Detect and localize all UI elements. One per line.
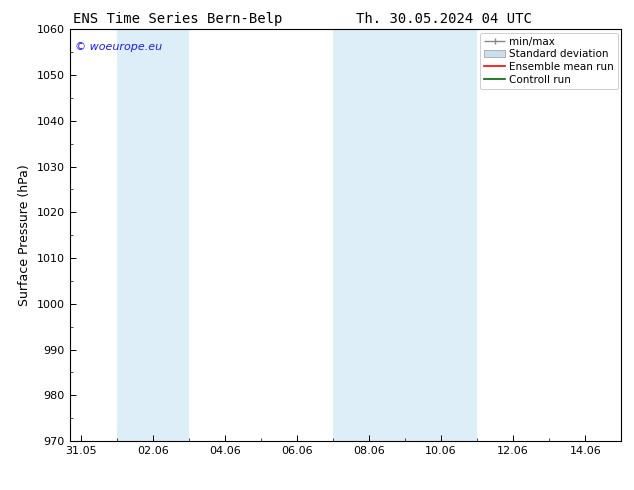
Text: © woeurope.eu: © woeurope.eu	[75, 42, 162, 52]
Bar	[333, 29, 405, 441]
Text: ENS Time Series Bern-Belp: ENS Time Series Bern-Belp	[73, 12, 282, 26]
Y-axis label: Surface Pressure (hPa): Surface Pressure (hPa)	[18, 164, 31, 306]
Text: Th. 30.05.2024 04 UTC: Th. 30.05.2024 04 UTC	[356, 12, 532, 26]
Legend: min/max, Standard deviation, Ensemble mean run, Controll run: min/max, Standard deviation, Ensemble me…	[480, 32, 618, 89]
Bar	[117, 29, 189, 441]
Bar	[405, 29, 477, 441]
